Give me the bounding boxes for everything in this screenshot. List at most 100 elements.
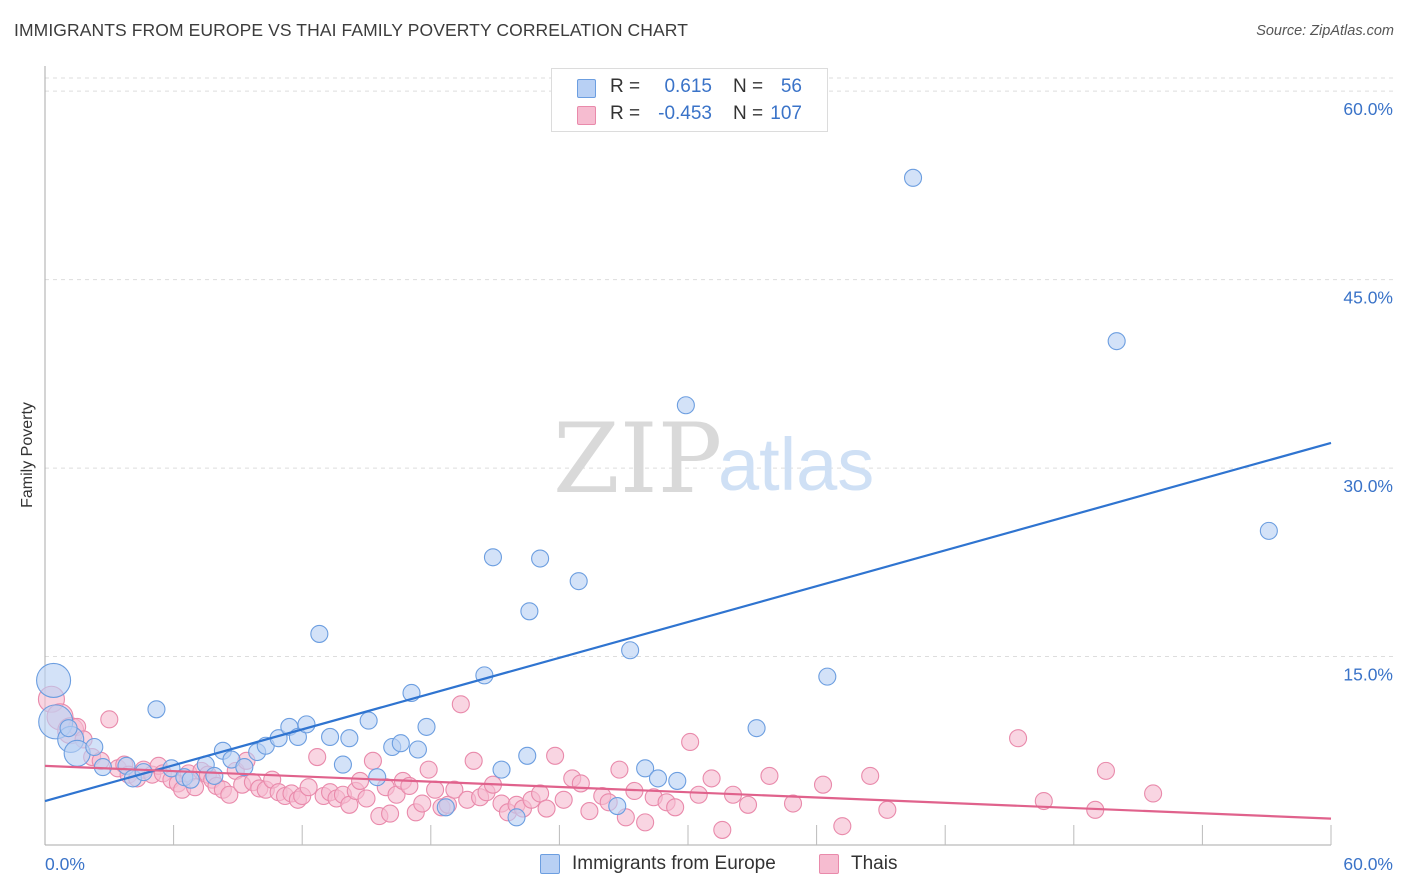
blue-point [668, 771, 687, 790]
pink-point [833, 817, 852, 836]
pink-point [783, 794, 803, 813]
blue-point [621, 641, 640, 660]
blue-point [417, 717, 436, 736]
pink-point [571, 774, 590, 793]
blue-point [747, 719, 766, 738]
pink-point [419, 760, 438, 779]
pink-point [363, 751, 382, 770]
blue-point [676, 396, 695, 415]
blue-point [408, 740, 427, 759]
blue-point [147, 700, 166, 719]
blue-point [391, 734, 410, 753]
pink-point [702, 769, 721, 788]
blue-point [569, 572, 588, 591]
stats-row-blue: R = 0.615 N = 56 [552, 74, 827, 100]
x-tick-label-min: 0.0% [45, 854, 85, 874]
source-note: Source: ZipAtlas.com [1256, 23, 1394, 39]
pink-point [1009, 729, 1028, 748]
blue-point [1259, 521, 1278, 540]
pink-point [713, 820, 732, 839]
data-points [36, 168, 1278, 839]
n-value: 107 [770, 103, 802, 124]
blue-point [483, 548, 503, 567]
blue-point [1107, 332, 1126, 351]
chart-title: IMMIGRANTS FROM EUROPE VS THAI FAMILY PO… [14, 20, 688, 40]
pink-point [308, 747, 327, 767]
pink-point [554, 790, 573, 809]
pink-point [357, 789, 376, 808]
blue-point [333, 755, 352, 774]
blue-point [340, 729, 359, 748]
r-value: -0.453 [658, 103, 712, 124]
blue-point [608, 796, 627, 816]
axes [44, 66, 1332, 846]
pink-trend-line [44, 764, 1332, 820]
blue-point [436, 798, 455, 817]
pink-point [426, 780, 445, 799]
pink-point [760, 766, 779, 785]
blue-point [181, 770, 200, 789]
blue-swatch [577, 79, 596, 98]
blue-point [359, 711, 378, 730]
trend-lines [44, 441, 1332, 820]
y-tick-label: 60.0% [1343, 99, 1393, 119]
x-tick-label-max: 60.0% [1343, 854, 1393, 874]
y-tick-label: 30.0% [1343, 476, 1393, 496]
n-label: N = [733, 103, 764, 124]
blue-point [492, 760, 511, 779]
pink-point [100, 710, 119, 729]
pink-point [738, 795, 758, 814]
pink-point [299, 778, 318, 797]
pink-point [610, 760, 629, 779]
stats-row-pink: R = -0.453 N = 107 [552, 101, 827, 127]
blue-point [636, 759, 655, 778]
y-tick-label: 45.0% [1343, 288, 1393, 308]
r-value: 0.615 [664, 76, 712, 97]
r-label: R = [610, 103, 641, 124]
pink-point [861, 766, 880, 785]
pink-point [1144, 784, 1163, 803]
watermark-zip: ZIP [553, 403, 722, 515]
y-tick-label: 15.0% [1343, 665, 1393, 685]
pink-point [813, 775, 833, 794]
correlation-stats-box: R = 0.615 N = 56 R = -0.453 N = 107 [551, 68, 828, 132]
pink-point [531, 784, 550, 803]
blue-point [36, 662, 72, 698]
watermark-atlas: atlas [718, 423, 874, 506]
pink-point [381, 804, 400, 823]
blue-point [310, 624, 329, 643]
r-label: R = [610, 76, 641, 97]
pink-point [451, 695, 470, 714]
legend-swatch-pink [819, 854, 839, 874]
blue-point [205, 766, 224, 785]
pink-point [413, 794, 432, 813]
pink-swatch [577, 106, 596, 125]
pink-point [1034, 791, 1053, 811]
blue-point [903, 168, 923, 187]
grid-lines [45, 77, 1394, 658]
blue-point [507, 808, 526, 827]
pink-point [636, 813, 655, 832]
pink-point [681, 732, 700, 752]
legend-label: Immigrants from Europe [572, 853, 776, 874]
blue-point [85, 737, 104, 757]
blue-point [648, 769, 668, 788]
blue-trend-line [44, 441, 1332, 803]
legend-swatch-blue [540, 854, 560, 874]
pink-point [220, 785, 239, 804]
blue-point [531, 549, 550, 568]
pink-point [351, 771, 370, 790]
pink-point [666, 798, 685, 817]
pink-point [546, 746, 565, 765]
n-value: 56 [780, 76, 802, 97]
blue-point [368, 768, 387, 787]
pink-point [878, 800, 897, 819]
pink-point [580, 802, 599, 821]
tick-labels: 15.0% 30.0% 45.0% 60.0% 0.0% 60.0% [45, 99, 1393, 874]
pink-point [689, 785, 708, 804]
pink-point [464, 751, 483, 770]
blue-point [321, 727, 340, 746]
pink-point [537, 799, 556, 818]
pink-point [445, 780, 464, 799]
